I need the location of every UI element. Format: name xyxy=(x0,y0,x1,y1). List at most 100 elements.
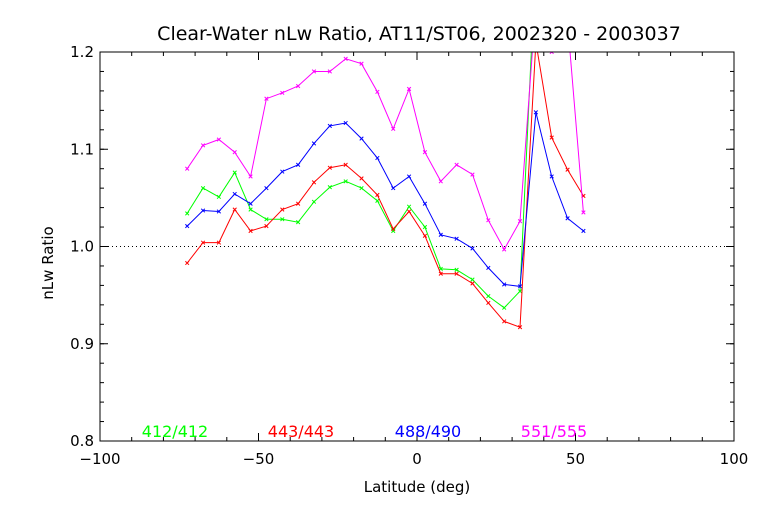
x-tick-label: 50 xyxy=(566,450,585,468)
data-point-551-555 xyxy=(549,52,554,55)
legend-entry: 412/412 xyxy=(142,422,208,441)
data-point-443-443 xyxy=(327,165,332,170)
data-point-488-490 xyxy=(391,185,396,191)
data-point-443-443 xyxy=(264,223,269,229)
data-point-551-555 xyxy=(280,90,285,95)
data-point-412-412 xyxy=(502,305,507,310)
data-point-443-443 xyxy=(311,180,317,185)
legend-entry: 443/443 xyxy=(268,422,334,441)
data-point-551-555 xyxy=(200,143,206,148)
data-point-551-555 xyxy=(248,174,253,179)
data-point-412-412 xyxy=(343,179,348,184)
data-point-488-490 xyxy=(581,228,586,234)
data-point-412-412 xyxy=(295,220,301,225)
data-point-443-443 xyxy=(406,209,412,214)
data-point-551-555 xyxy=(502,247,507,252)
data-point-551-555 xyxy=(232,150,237,155)
data-point-412-412 xyxy=(185,211,190,216)
data-point-551-555 xyxy=(391,126,396,131)
data-point-488-490 xyxy=(486,265,491,271)
data-point-488-490 xyxy=(454,236,459,241)
data-point-412-412 xyxy=(311,199,317,204)
data-point-488-490 xyxy=(232,191,237,197)
data-point-551-555 xyxy=(517,219,523,224)
data-point-488-490 xyxy=(185,223,190,229)
data-point-412-412 xyxy=(280,217,285,222)
data-point-488-490 xyxy=(343,120,348,126)
data-point-551-555 xyxy=(422,150,428,155)
data-point-443-443 xyxy=(517,325,523,330)
data-point-488-490 xyxy=(359,136,364,141)
data-point-412-412 xyxy=(470,277,475,282)
data-point-443-443 xyxy=(375,192,380,198)
x-tick-label: 0 xyxy=(412,450,422,468)
data-point-488-490 xyxy=(280,169,285,174)
data-point-443-443 xyxy=(486,300,491,306)
data-point-443-443 xyxy=(454,271,459,276)
data-point-551-555 xyxy=(216,137,222,142)
data-point-551-555 xyxy=(375,89,380,95)
data-point-443-443 xyxy=(502,319,507,324)
data-point-443-443 xyxy=(185,260,190,266)
x-tick-label: −100 xyxy=(79,450,120,468)
data-point-551-555 xyxy=(581,210,586,215)
data-point-488-490 xyxy=(517,284,523,289)
data-point-412-412 xyxy=(517,289,523,294)
data-point-412-412 xyxy=(248,207,253,212)
data-point-551-555 xyxy=(486,218,491,223)
data-point-412-412 xyxy=(216,194,222,200)
y-axis-label: nLw Ratio xyxy=(39,226,57,299)
data-point-488-490 xyxy=(438,232,443,237)
data-point-551-555 xyxy=(406,86,412,92)
series-line-488-490 xyxy=(186,112,584,287)
y-tick-label: 1.1 xyxy=(70,140,94,158)
y-tick-label: 0.8 xyxy=(70,432,94,450)
data-point-443-443 xyxy=(200,240,206,245)
data-point-551-555 xyxy=(264,96,269,101)
data-point-551-555 xyxy=(534,2,538,6)
data-point-412-412 xyxy=(486,293,491,299)
series-line-551-555 xyxy=(186,52,584,251)
data-point-488-490 xyxy=(422,201,428,206)
data-point-443-443 xyxy=(391,226,396,232)
data-point-551-555 xyxy=(185,166,190,171)
data-point-551-555 xyxy=(359,61,364,66)
data-point-412-412 xyxy=(327,185,332,190)
data-point-412-412 xyxy=(264,217,269,222)
y-tick-label: 1.0 xyxy=(70,238,94,256)
data-point-551-555 xyxy=(311,69,317,74)
data-point-443-443 xyxy=(280,207,285,212)
data-point-551-555 xyxy=(327,69,332,74)
data-point-488-490 xyxy=(264,185,269,191)
data-point-443-443 xyxy=(295,201,301,206)
legend-entry: 551/555 xyxy=(521,422,587,441)
data-point-488-490 xyxy=(533,110,539,115)
data-point-488-490 xyxy=(327,123,332,129)
data-point-443-443 xyxy=(470,281,475,286)
data-point-551-555 xyxy=(343,56,348,61)
data-point-443-443 xyxy=(438,271,443,276)
x-axis-label: Latitude (deg) xyxy=(364,478,470,496)
data-point-443-443 xyxy=(565,167,570,172)
data-point-488-490 xyxy=(200,208,206,213)
data-point-488-490 xyxy=(470,246,475,251)
x-tick-label: 100 xyxy=(720,450,749,468)
data-point-412-412 xyxy=(422,224,428,230)
y-tick-label: 1.2 xyxy=(70,43,94,61)
data-point-488-490 xyxy=(295,162,301,167)
data-point-488-490 xyxy=(406,174,412,179)
y-tick-label: 0.9 xyxy=(70,335,94,353)
series-line-443-443 xyxy=(186,52,584,328)
data-point-488-490 xyxy=(248,201,253,206)
legend: 412/412 443/443 488/490 551/555 xyxy=(142,422,587,441)
x-tick-label: −50 xyxy=(243,450,275,468)
data-point-443-443 xyxy=(343,162,348,167)
data-point-551-555 xyxy=(295,83,301,89)
data-point-488-490 xyxy=(216,209,222,214)
data-point-412-412 xyxy=(375,198,380,203)
chart-title: Clear-Water nLw Ratio, AT11/ST06, 200232… xyxy=(157,23,681,45)
data-point-488-490 xyxy=(549,174,554,179)
data-point-488-490 xyxy=(502,282,507,287)
data-point-412-412 xyxy=(200,185,206,191)
